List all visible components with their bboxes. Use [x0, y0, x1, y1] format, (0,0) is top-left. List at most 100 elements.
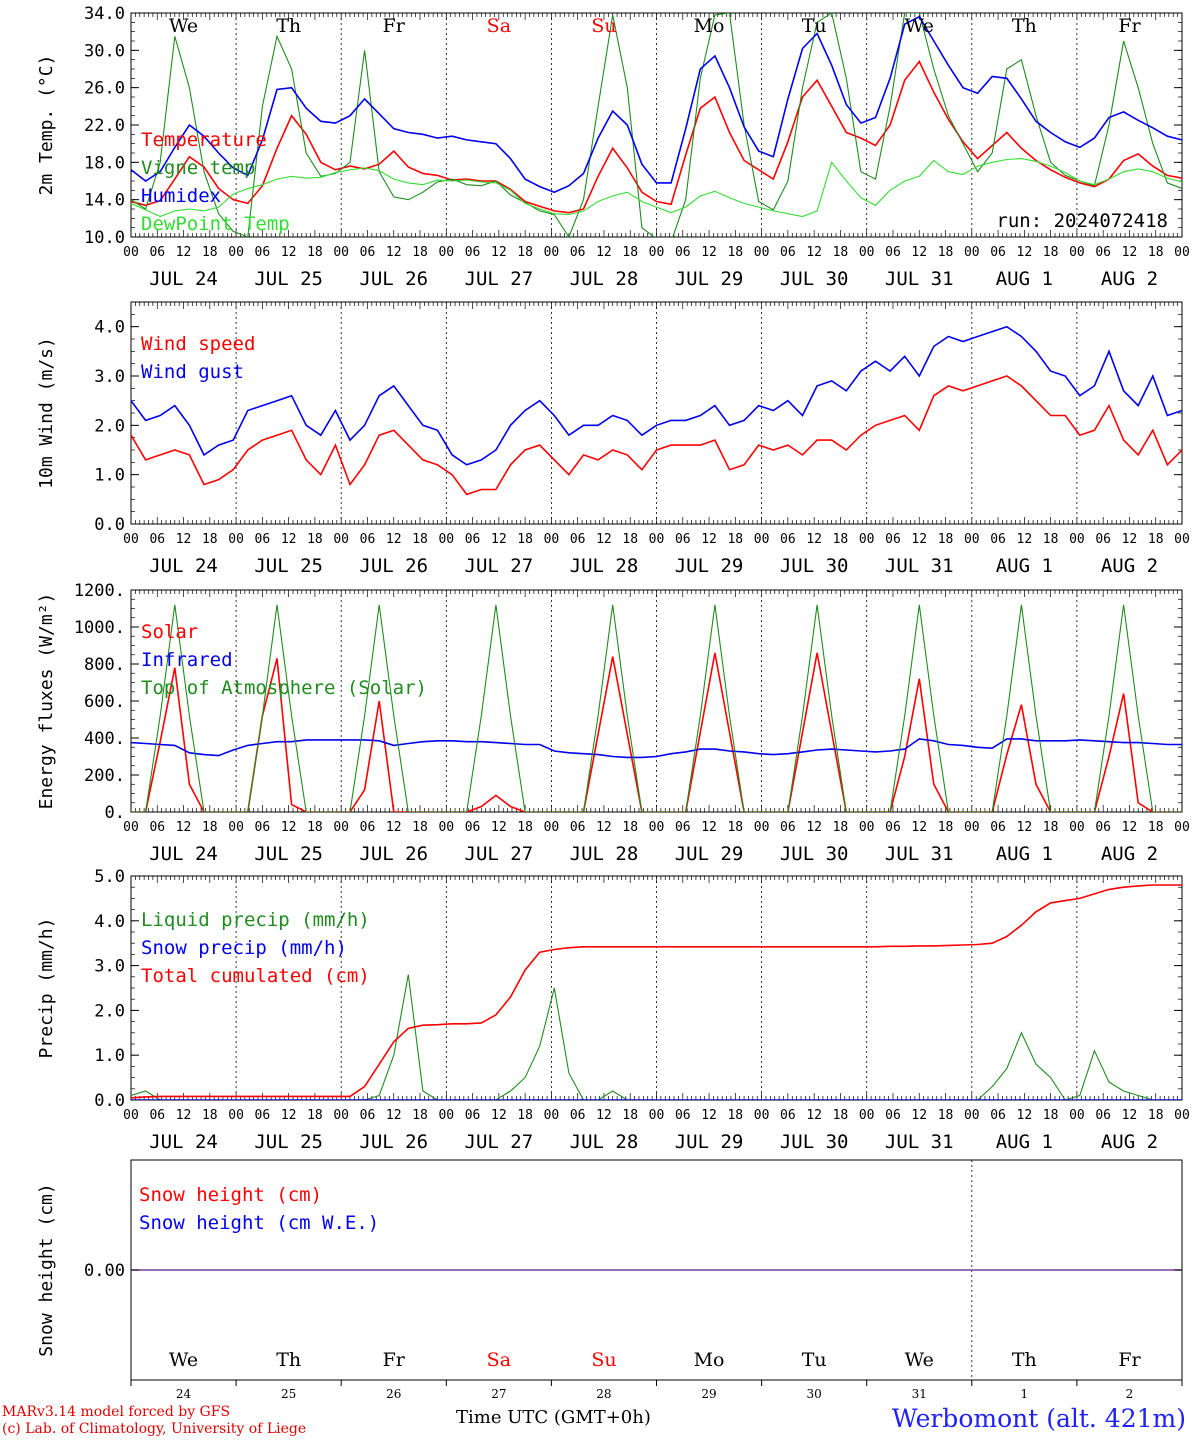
y-tick-label: 800. [84, 655, 125, 675]
hour-tick-label: 18 [412, 820, 428, 835]
legend-entry: Top of Atmosphere (Solar) [141, 677, 427, 699]
hour-tick-label: 18 [202, 245, 218, 260]
date-label: JUL 26 [359, 555, 428, 577]
legend-entry: Infrared [141, 649, 233, 671]
legend-entry: Temperature [141, 129, 267, 151]
date-label: JUL 28 [570, 843, 639, 865]
hour-tick-label: 06 [1095, 1108, 1111, 1123]
hour-tick-label: 00 [1174, 820, 1190, 835]
date-label: JUL 27 [465, 555, 534, 577]
hour-tick-label: 06 [570, 1108, 586, 1123]
hour-tick-label: 06 [675, 820, 691, 835]
date-label: JUL 24 [149, 268, 218, 290]
hour-tick-label: 12 [491, 820, 507, 835]
hour-tick-label: 06 [990, 532, 1006, 547]
date-label: JUL 31 [885, 843, 954, 865]
hour-tick-label: 18 [622, 245, 638, 260]
hour-tick-label: 00 [333, 245, 349, 260]
hour-tick-label: 06 [360, 245, 376, 260]
station-name: Werbomont (alt. 421m) [891, 1404, 1186, 1433]
hour-tick-label: 18 [1043, 820, 1059, 835]
hour-tick-label: 12 [596, 532, 612, 547]
hour-tick-label: 00 [754, 820, 770, 835]
hour-tick-label: 18 [622, 1108, 638, 1123]
hour-tick-label: 12 [911, 245, 927, 260]
legend-entry: Liquid precip (mm/h) [141, 909, 370, 931]
hour-tick-label: 06 [255, 245, 271, 260]
y-tick-label: 0. [105, 803, 125, 823]
hour-tick-label: 00 [1069, 1108, 1085, 1123]
hour-tick-label: 00 [754, 1108, 770, 1123]
hour-tick-label: 00 [859, 820, 875, 835]
date-label: JUL 26 [359, 268, 428, 290]
date-label: JUL 26 [359, 843, 428, 865]
hour-tick-label: 00 [964, 820, 980, 835]
hour-tick-label: 18 [517, 532, 533, 547]
y-tick-label: 2.0 [94, 416, 125, 436]
hour-tick-label: 12 [1122, 820, 1138, 835]
weekday-label: Mo [694, 15, 725, 37]
y-tick-label: 4.0 [94, 912, 125, 932]
hour-tick-label: 12 [596, 820, 612, 835]
hour-tick-label: 06 [465, 532, 481, 547]
date-label: JUL 25 [254, 843, 323, 865]
hour-tick-label: 00 [964, 245, 980, 260]
panel-4 [130, 875, 1183, 1101]
hour-tick-label: 18 [412, 1108, 428, 1123]
hour-tick-label: 06 [149, 532, 165, 547]
panel-1 [130, 12, 1183, 238]
date-label: JUL 27 [465, 843, 534, 865]
date-label: JUL 29 [675, 843, 744, 865]
panel-3 [130, 589, 1183, 813]
hour-tick-label: 18 [307, 532, 323, 547]
legend-entry: Snow precip (mm/h) [141, 937, 347, 959]
weekday-label: Su [591, 15, 616, 37]
day-number: 1 [1021, 1387, 1029, 1401]
date-label: JUL 29 [675, 1131, 744, 1153]
series-line [131, 604, 1182, 812]
hour-tick-label: 06 [465, 820, 481, 835]
hour-tick-label: 00 [754, 245, 770, 260]
hour-tick-label: 00 [228, 1108, 244, 1123]
date-label: JUL 28 [570, 555, 639, 577]
hour-tick-label: 00 [649, 1108, 665, 1123]
hour-tick-label: 12 [1017, 1108, 1033, 1123]
hour-tick-label: 06 [1095, 820, 1111, 835]
legend-entry: Snow height (cm W.E.) [139, 1212, 379, 1234]
series-line [131, 375, 1182, 496]
date-label: AUG 1 [996, 268, 1053, 290]
y-tick-label: 1.0 [94, 1046, 125, 1066]
date-label: JUL 28 [570, 1131, 639, 1153]
hour-tick-label: 18 [727, 532, 743, 547]
hour-tick-label: 18 [202, 1108, 218, 1123]
date-label: JUL 27 [465, 1131, 534, 1153]
hour-tick-label: 06 [1095, 245, 1111, 260]
y-axis-title: Precip (mm/h) [36, 918, 57, 1059]
date-label: JUL 26 [359, 1131, 428, 1153]
hour-tick-label: 12 [911, 1108, 927, 1123]
y-axis-title: Energy fluxes (W/m²) [36, 593, 57, 810]
hour-tick-label: 18 [622, 820, 638, 835]
weekday-label: We [905, 1349, 934, 1371]
hour-tick-label: 18 [833, 820, 849, 835]
day-number: 29 [701, 1387, 716, 1401]
series-line [131, 738, 1182, 759]
series-line [131, 325, 1182, 466]
hour-tick-label: 00 [649, 245, 665, 260]
hour-tick-label: 00 [544, 532, 560, 547]
series-line [131, 15, 1182, 194]
y-tick-label: 14.0 [84, 191, 125, 211]
hour-tick-label: 18 [938, 820, 954, 835]
hour-tick-label: 12 [911, 820, 927, 835]
hour-tick-label: 18 [938, 1108, 954, 1123]
weekday-label: Fr [383, 1349, 406, 1371]
hour-tick-label: 12 [1017, 820, 1033, 835]
date-label: JUL 28 [570, 268, 639, 290]
hour-tick-label: 06 [990, 245, 1006, 260]
hour-tick-label: 12 [1122, 1108, 1138, 1123]
date-label: JUL 25 [254, 268, 323, 290]
hour-tick-label: 00 [964, 1108, 980, 1123]
hour-tick-label: 18 [1148, 1108, 1164, 1123]
date-label: JUL 30 [780, 268, 849, 290]
